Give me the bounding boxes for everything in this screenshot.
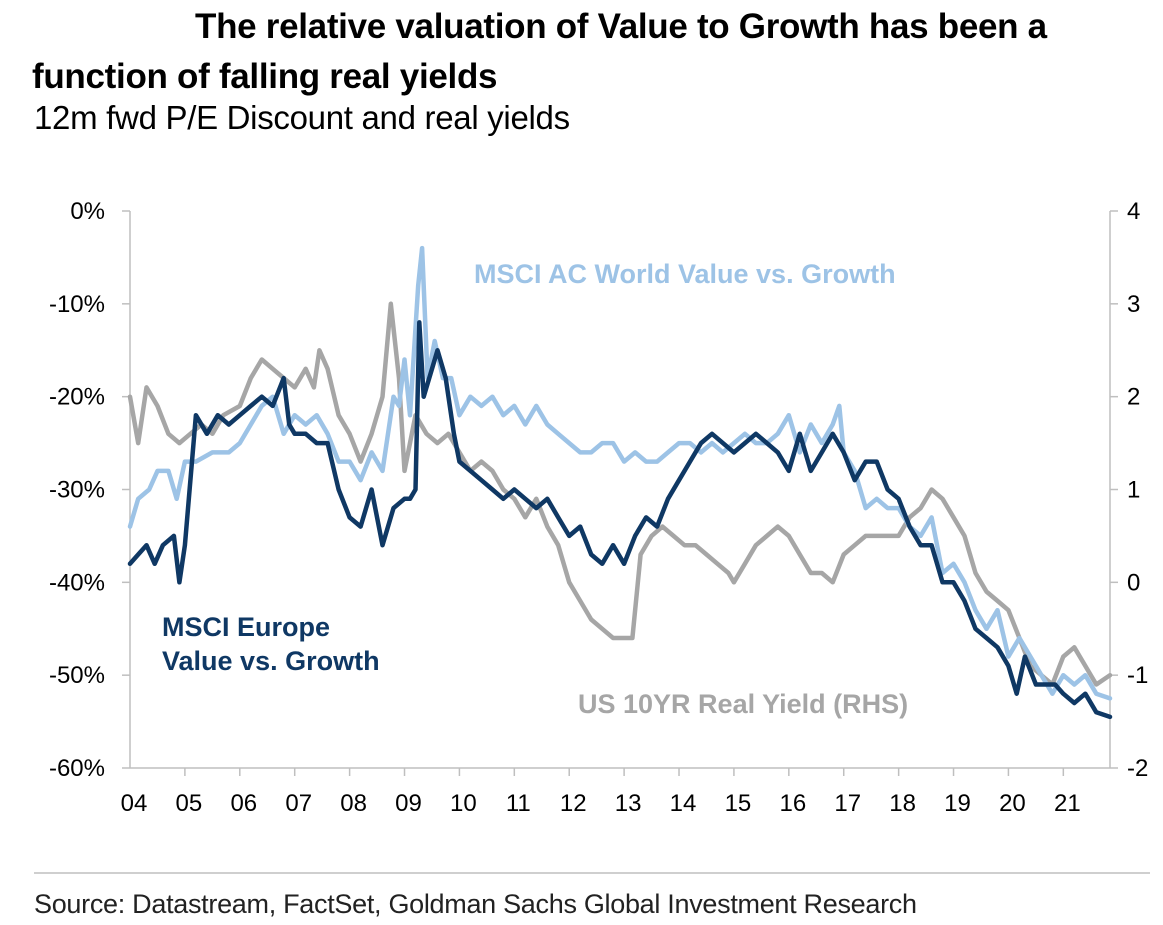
series-line-world — [127, 245, 1113, 701]
left-tick-label: -40% — [49, 569, 105, 596]
series-line-europe — [127, 320, 1113, 720]
right-tick-label: 3 — [1127, 291, 1140, 318]
x-tick-label: 07 — [285, 790, 312, 817]
x-tick-label: 05 — [176, 790, 203, 817]
left-tick-label: 0% — [70, 198, 105, 225]
right-tick-label: 0 — [1127, 569, 1140, 596]
x-tick-label: 08 — [340, 790, 367, 817]
right-tick-label: 2 — [1127, 384, 1140, 411]
chart-title: The relative valuation of Value to Growt… — [32, 7, 1047, 96]
series-lines — [127, 245, 1113, 720]
x-tick-label: 04 — [121, 790, 148, 817]
x-tick-label: 12 — [560, 790, 587, 817]
left-tick-label: -60% — [49, 755, 105, 782]
x-tick-label: 18 — [889, 790, 916, 817]
x-tick-label: 15 — [725, 790, 752, 817]
source-note: Source: Datastream, FactSet, Goldman Sac… — [34, 889, 917, 919]
chart-subtitle: 12m fwd P/E Discount and real yields — [34, 99, 570, 136]
right-tick-label: 1 — [1127, 477, 1140, 504]
right-tick-label: 4 — [1127, 198, 1140, 225]
x-tick-label: 21 — [1054, 790, 1081, 817]
x-tick-label: 14 — [670, 790, 697, 817]
x-tick-label: 06 — [230, 790, 257, 817]
x-tick-label: 20 — [999, 790, 1026, 817]
left-tick-label: -10% — [49, 291, 105, 318]
series-label-europe-line2: Value vs. Growth — [162, 646, 380, 676]
right-tick-label: -1 — [1127, 662, 1148, 689]
x-tick-label: 10 — [450, 790, 477, 817]
left-tick-label: -20% — [49, 384, 105, 411]
x-tick-label: 16 — [779, 790, 806, 817]
series-label-world: MSCI AC World Value vs. Growth — [474, 259, 896, 289]
series-labels: MSCI AC World Value vs. Growth MSCI Euro… — [162, 259, 908, 719]
x-tick-label: 19 — [944, 790, 971, 817]
x-tick-label: 11 — [506, 790, 531, 817]
series-label-real-yield: US 10YR Real Yield (RHS) — [578, 689, 908, 719]
x-tick-label: 13 — [615, 790, 642, 817]
series-label-europe-line1: MSCI Europe — [162, 612, 330, 642]
series-line-real-yield — [127, 301, 1113, 687]
x-tick-label: 17 — [834, 790, 861, 817]
right-tick-label: -2 — [1127, 755, 1148, 782]
left-tick-label: -50% — [49, 662, 105, 689]
left-tick-label: -30% — [49, 477, 105, 504]
x-tick-label: 09 — [395, 790, 422, 817]
